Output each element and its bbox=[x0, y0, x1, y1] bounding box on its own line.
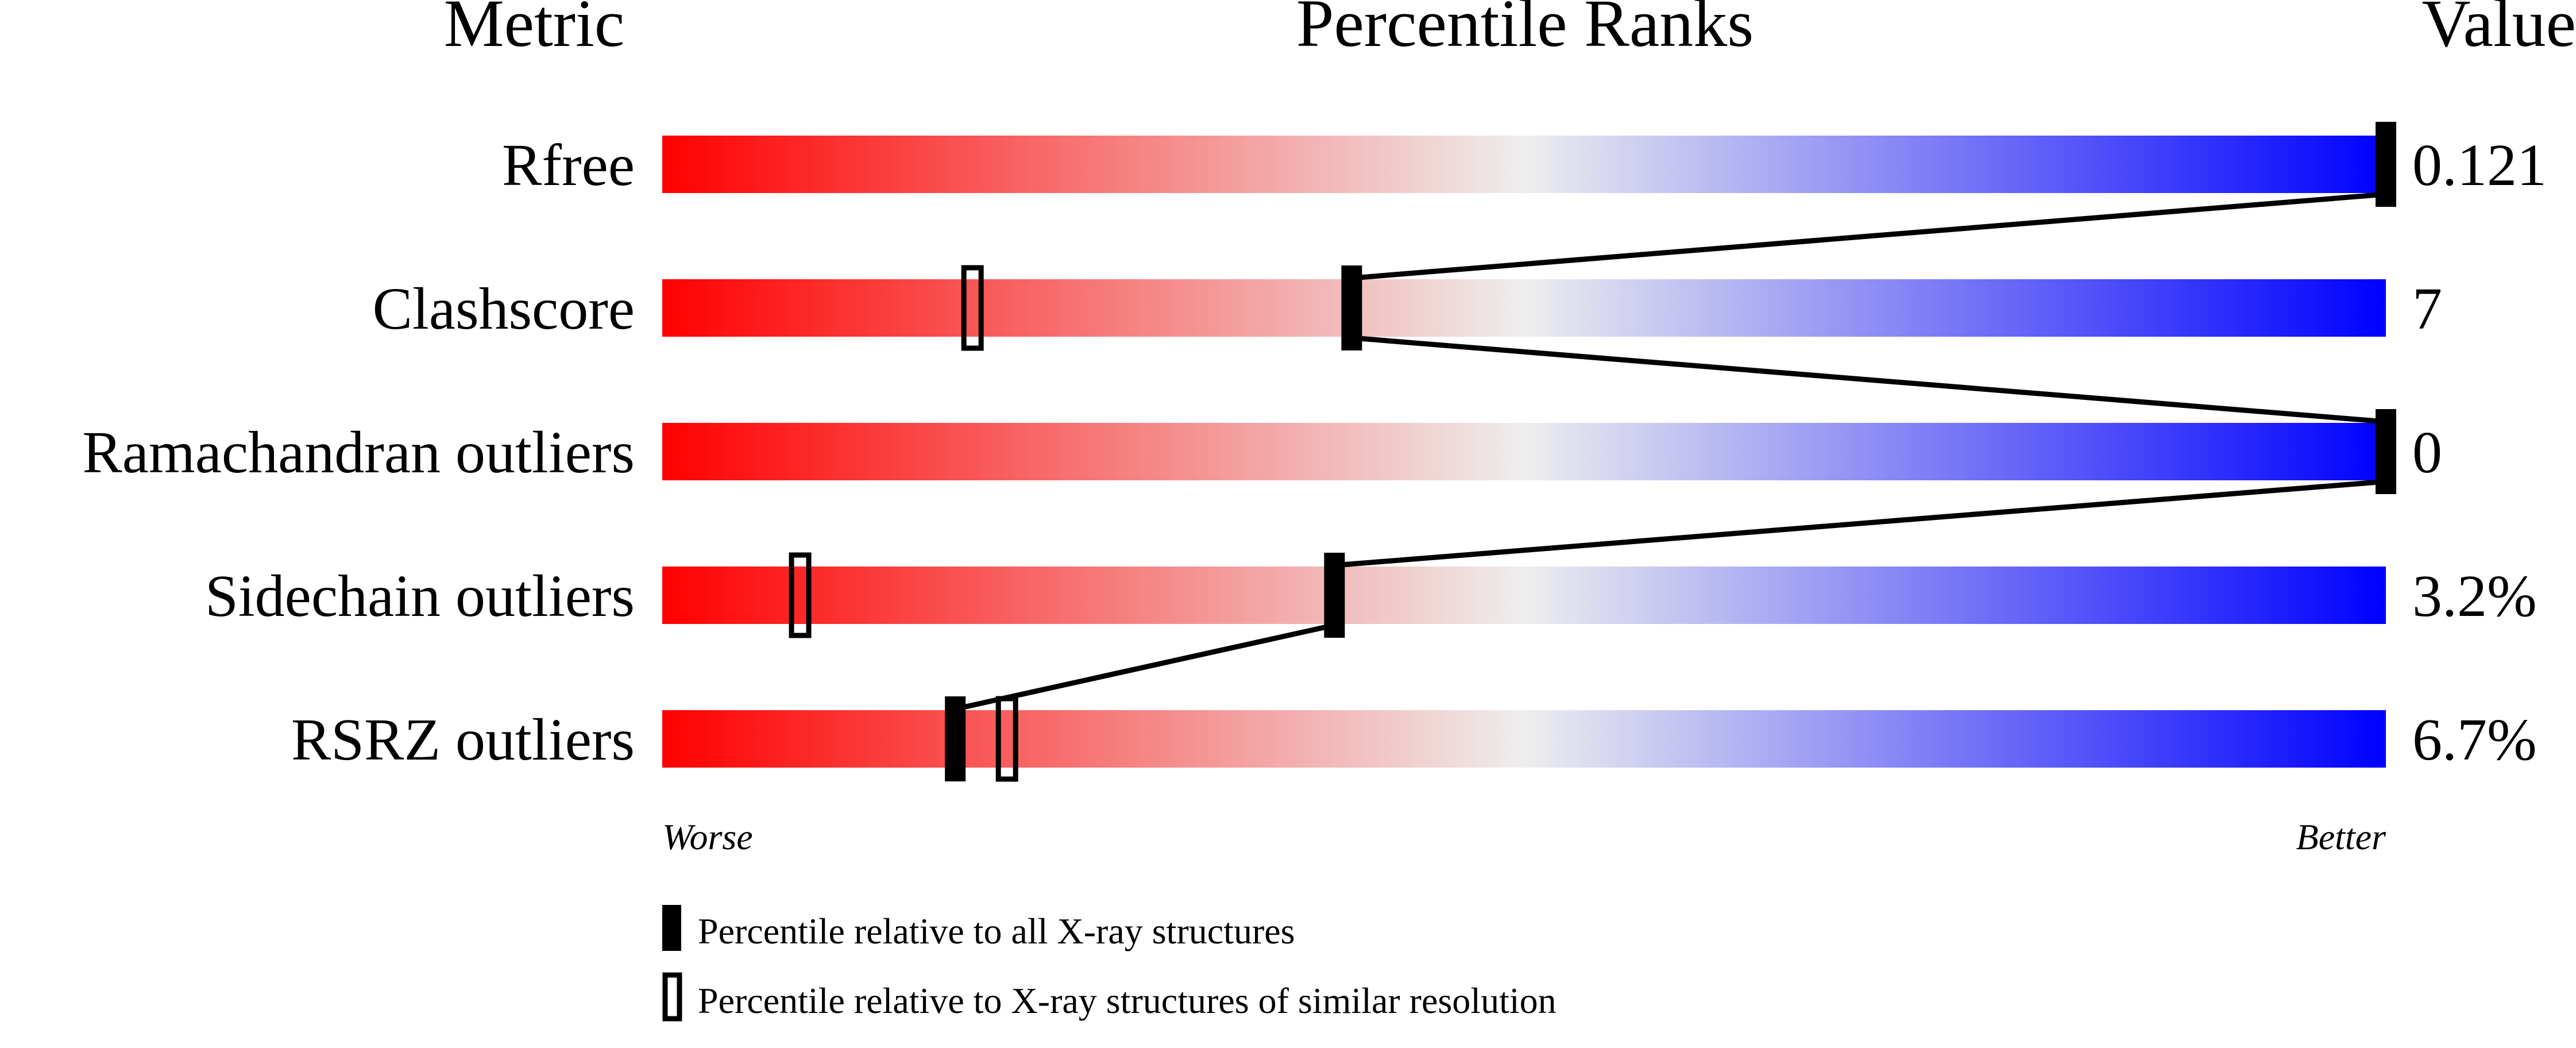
similar-resolution-marker bbox=[995, 696, 1018, 782]
all-structures-marker bbox=[2376, 122, 2396, 207]
metric-label: Ramachandran outliers bbox=[82, 419, 635, 486]
percentile-bar bbox=[662, 279, 2386, 337]
metric-label: Rfree bbox=[502, 132, 635, 198]
metric-value: 3.2% bbox=[2412, 563, 2537, 629]
similar-resolution-marker bbox=[961, 265, 984, 351]
all-structures-marker bbox=[945, 696, 966, 781]
all-structures-marker bbox=[2376, 409, 2396, 494]
percentile-bar bbox=[662, 136, 2386, 193]
metric-value: 6.7% bbox=[2412, 707, 2537, 773]
axis-better-label: Better bbox=[2296, 816, 2386, 857]
connector-line bbox=[1351, 191, 2386, 281]
legend-all-label: Percentile relative to all X-ray structu… bbox=[698, 911, 1295, 951]
header-percentile: Percentile Ranks bbox=[1296, 0, 1754, 61]
header-value: Value bbox=[2421, 0, 2576, 61]
connector-line bbox=[1351, 335, 2386, 425]
header-metric: Metric bbox=[444, 0, 625, 61]
metric-value: 7 bbox=[2412, 276, 2442, 342]
all-structures-marker bbox=[1324, 553, 1345, 638]
legend-similar-swatch bbox=[662, 972, 682, 1022]
percentile-bar bbox=[662, 567, 2386, 624]
axis-worse-label: Worse bbox=[662, 816, 753, 857]
connector-line bbox=[955, 622, 1335, 712]
metric-label: Sidechain outliers bbox=[205, 563, 635, 629]
metric-label: Clashscore bbox=[373, 276, 635, 342]
metric-value: 0.121 bbox=[2412, 132, 2547, 198]
metric-value: 0 bbox=[2412, 419, 2442, 486]
percentile-bar bbox=[662, 710, 2386, 768]
similar-resolution-marker bbox=[789, 552, 812, 638]
legend-similar-label: Percentile relative to X-ray structures … bbox=[698, 980, 1557, 1021]
percentile-bar bbox=[662, 423, 2386, 480]
all-structures-marker bbox=[1341, 265, 1362, 350]
connector-line bbox=[1334, 479, 2386, 568]
legend-all-swatch bbox=[662, 905, 681, 951]
metric-label: RSRZ outliers bbox=[291, 707, 635, 773]
